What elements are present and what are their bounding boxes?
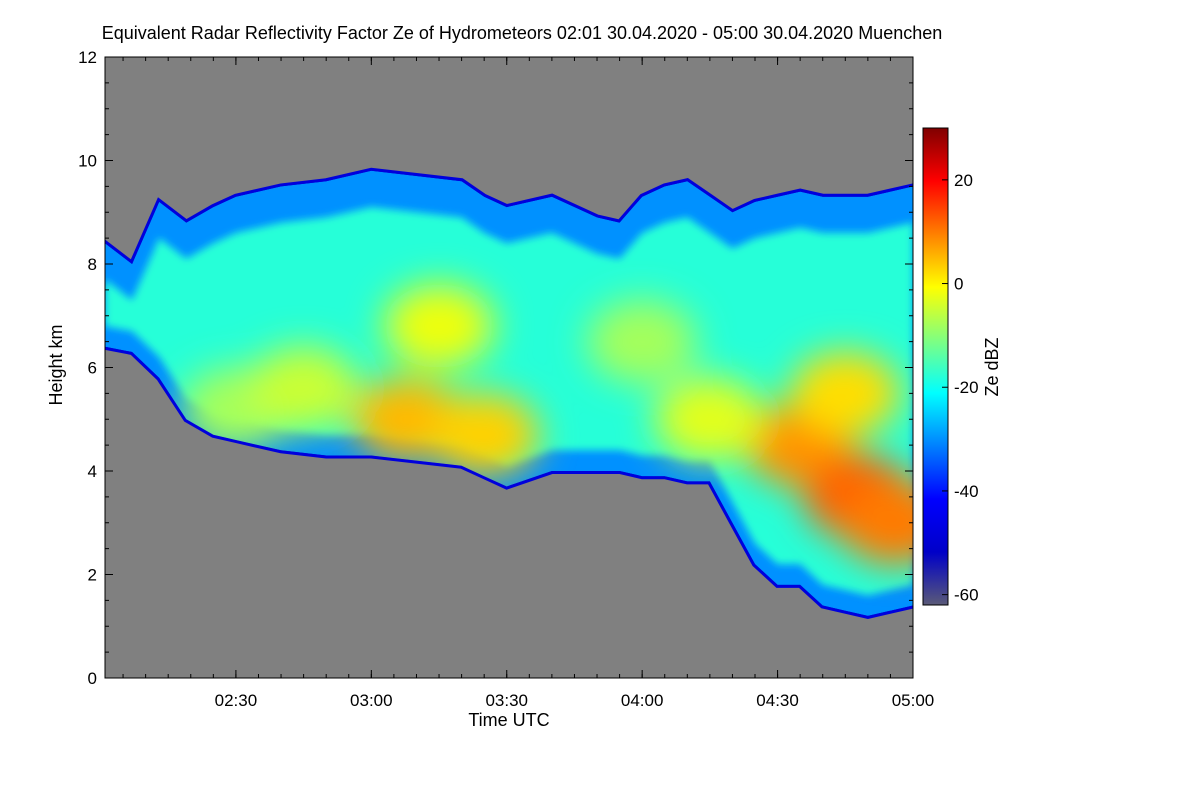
y-tick-label: 8 xyxy=(88,255,97,274)
colorbar xyxy=(922,127,949,606)
y-tick-label: 2 xyxy=(88,566,97,585)
colorbar-tick-label: -20 xyxy=(954,378,979,397)
y-tick-label: 6 xyxy=(88,359,97,378)
y-axis-title: Height km xyxy=(46,324,66,405)
x-axis: 02:30 03:00 03:30 04:00 04:30 05:00 xyxy=(122,57,935,710)
x-tick-label: 04:30 xyxy=(756,691,799,710)
colorbar-tick-label: -60 xyxy=(954,586,979,605)
intensity-core xyxy=(839,480,913,565)
y-tick-label: 4 xyxy=(88,462,97,481)
intensity-core xyxy=(248,346,359,431)
x-tick-label: 05:00 xyxy=(892,691,935,710)
y-tick-label: 0 xyxy=(88,669,97,688)
x-axis-title: Time UTC xyxy=(468,710,549,730)
intensity-core xyxy=(429,392,540,477)
colorbar-title: Ze dBZ xyxy=(982,337,1002,396)
reflectivity-field xyxy=(105,167,913,619)
chart-title: Equivalent Radar Reflectivity Factor Ze … xyxy=(102,23,943,43)
y-axis: 0 2 4 6 8 10 12 xyxy=(78,48,913,688)
colorbar-tick-label: 0 xyxy=(954,275,963,294)
x-tick-label: 03:30 xyxy=(485,691,528,710)
x-tick-label: 02:30 xyxy=(215,691,258,710)
y-tick-label: 10 xyxy=(78,152,97,171)
y-tick-label: 12 xyxy=(78,48,97,67)
intensity-core xyxy=(790,351,901,436)
intensity-core xyxy=(384,284,495,369)
x-tick-label: 03:00 xyxy=(350,691,393,710)
colorbar-axis: 20 0 -20 -40 -60 xyxy=(942,171,979,605)
intensity-core xyxy=(654,377,765,462)
x-tick-label: 04:00 xyxy=(621,691,664,710)
colorbar-tick-label: -40 xyxy=(954,482,979,501)
colorbar-tick-label: 20 xyxy=(954,171,973,190)
intensity-core xyxy=(587,299,698,384)
